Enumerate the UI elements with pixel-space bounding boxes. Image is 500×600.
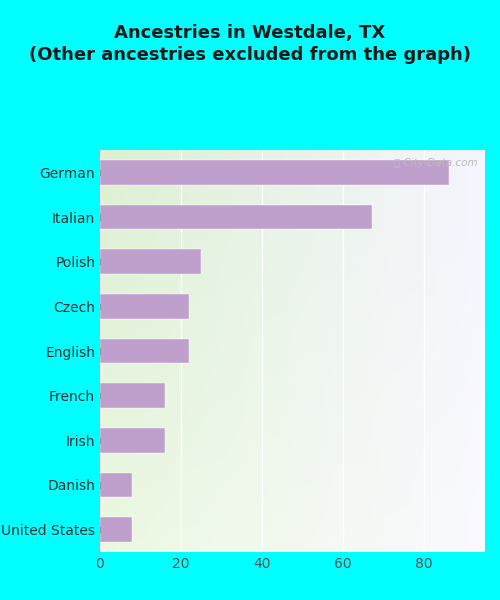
Bar bbox=[100, 294, 189, 319]
Text: Ancestries in Westdale, TX
(Other ancestries excluded from the graph): Ancestries in Westdale, TX (Other ancest… bbox=[29, 24, 471, 64]
Bar bbox=[100, 383, 165, 408]
Bar bbox=[100, 339, 189, 363]
Bar bbox=[100, 250, 202, 274]
Bar bbox=[100, 517, 132, 542]
Bar bbox=[100, 473, 132, 497]
Bar bbox=[100, 160, 449, 185]
Text: ⓘ City-Data.com: ⓘ City-Data.com bbox=[394, 158, 477, 168]
Bar bbox=[100, 428, 165, 452]
Bar bbox=[100, 205, 371, 229]
